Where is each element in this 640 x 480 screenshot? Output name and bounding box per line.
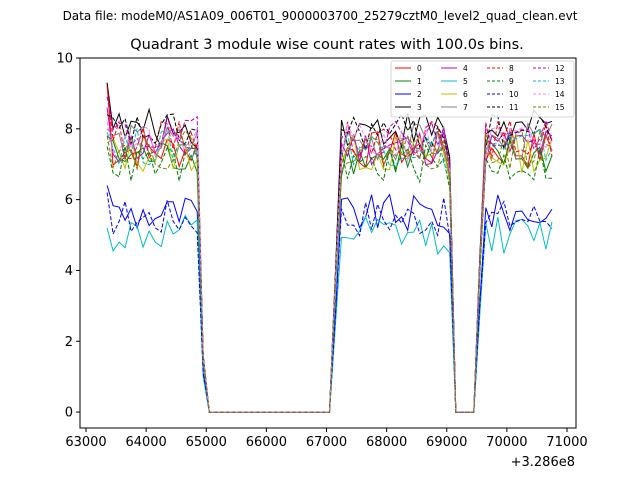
y-axis: 0 2 4 6 8 10: [56, 52, 80, 421]
x-axis: 63000 64000 65000 66000 67000 68000 69000 70000…: [65, 428, 588, 450]
x-tick-label: 71000: [546, 435, 587, 450]
x-tick-label: 68000: [366, 435, 407, 450]
series-layer: [106, 82, 553, 413]
legend-label-3: 3: [417, 103, 422, 112]
x-tick-label: 64000: [125, 435, 166, 450]
series-line-14: [106, 121, 553, 413]
x-tick-label: 63000: [65, 435, 106, 450]
legend-label-1: 1: [417, 77, 422, 86]
y-tick-label: 10: [56, 52, 73, 67]
legend-label-2: 2: [417, 90, 422, 99]
series-line-15: [106, 129, 553, 413]
legend-label-10: 10: [509, 90, 519, 99]
chart-suptitle: Data file: modeM0/AS1A09_006T01_90000037…: [63, 9, 578, 23]
legend-label-5: 5: [463, 77, 468, 86]
legend-label-15: 15: [555, 103, 565, 112]
y-tick-label: 2: [65, 335, 73, 350]
x-tick-label: 67000: [306, 435, 347, 450]
legend-label-11: 11: [509, 103, 519, 112]
legend-label-6: 6: [463, 90, 468, 99]
y-tick-label: 4: [65, 264, 73, 279]
axes-frame: [79, 57, 577, 429]
x-tick-label: 66000: [246, 435, 287, 450]
legend-label-7: 7: [463, 103, 468, 112]
legend-label-4: 4: [463, 64, 468, 73]
x-tick-label: 70000: [486, 435, 527, 450]
y-tick-label: 6: [65, 193, 73, 208]
legend-label-9: 9: [509, 77, 514, 86]
chart-title: Quadrant 3 module wise count rates with …: [130, 37, 524, 53]
legend-label-12: 12: [555, 64, 565, 73]
legend-box: [390, 60, 575, 118]
series-line-13: [106, 126, 553, 413]
y-tick-label: 8: [65, 122, 73, 137]
legend-label-13: 13: [555, 77, 565, 86]
x-offset-label: +3.286e8: [511, 455, 575, 470]
legend-label-8: 8: [509, 64, 514, 73]
y-tick-label: 0: [65, 406, 73, 421]
x-tick-label: 69000: [426, 435, 467, 450]
x-tick-label: 65000: [186, 435, 227, 450]
legend-label-0: 0: [417, 64, 422, 73]
legend-label-14: 14: [555, 90, 565, 99]
plot-area: 63000 64000 65000 66000 67000 68000 69000 70000…: [56, 52, 587, 471]
